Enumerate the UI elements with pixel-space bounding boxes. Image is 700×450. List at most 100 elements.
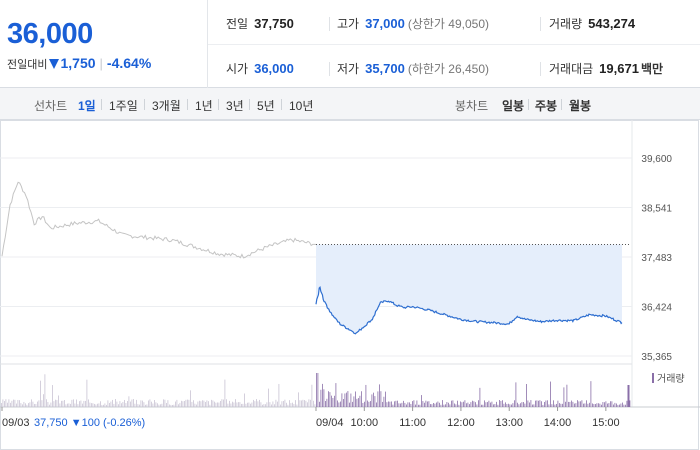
tab-5y[interactable]: 5년 <box>257 99 275 113</box>
volume-bar <box>389 401 391 407</box>
volume-bar <box>185 399 187 407</box>
x-tick-label: 12:00 <box>447 417 475 429</box>
volume-bar <box>176 399 178 407</box>
volume-bar <box>116 401 118 407</box>
volume-bar <box>226 399 227 407</box>
volume-bar <box>112 399 113 407</box>
volume-bar <box>385 391 386 407</box>
volume-bar <box>55 399 56 407</box>
volume-bar <box>163 399 164 407</box>
volume-bar <box>130 401 131 407</box>
volume-bar <box>323 389 325 407</box>
volume-bar <box>67 403 68 407</box>
volume-bar <box>430 404 431 407</box>
tab-weekly[interactable]: 주봉 <box>535 99 558 113</box>
volume-bar <box>272 401 274 407</box>
volume-bar <box>293 404 295 407</box>
volume-legend-swatch <box>652 373 654 383</box>
volume-bar <box>16 403 17 407</box>
volume-bar <box>362 402 364 407</box>
volume-bar <box>212 400 214 407</box>
volume-bar <box>335 383 337 407</box>
tab-3m[interactable]: 3개월 <box>152 99 181 113</box>
volume-bar <box>547 400 548 407</box>
volume-bar <box>209 404 211 407</box>
divider <box>540 17 541 31</box>
volume-bar <box>59 403 61 407</box>
volume-bar <box>503 403 505 407</box>
volume-bar <box>373 392 374 407</box>
amount-label: 거래대금 <box>549 62 594 76</box>
volume-bar <box>26 404 28 407</box>
volume-bar <box>167 400 169 407</box>
volume-bar <box>188 399 190 407</box>
volume-bar <box>34 403 35 407</box>
volume-bar <box>263 404 265 407</box>
volume-bar <box>266 402 268 407</box>
volume-bar <box>380 391 382 407</box>
volume-bar <box>50 402 52 407</box>
volume-bar <box>100 401 101 407</box>
volume-bar <box>485 402 487 407</box>
tab-1y[interactable]: 1년 <box>195 99 213 113</box>
tab-3y[interactable]: 3년 <box>226 99 244 113</box>
volume-bar <box>598 403 599 407</box>
volume-bar <box>565 401 566 407</box>
volume-bar <box>260 402 262 407</box>
y-tick-label: 36,424 <box>641 303 672 314</box>
volume-bar <box>166 402 167 407</box>
volume-bar <box>47 402 49 407</box>
volume-bar <box>358 398 359 407</box>
volume-bar <box>508 403 509 407</box>
volume-bar <box>7 402 8 407</box>
volume-bar <box>553 400 554 407</box>
volume-bar <box>160 404 161 407</box>
tab-1w[interactable]: 1주일 <box>109 99 138 113</box>
volume-bar <box>73 399 74 407</box>
volume-bar <box>155 402 157 407</box>
volume-bar <box>251 402 253 407</box>
volume-bar <box>115 399 116 407</box>
volume-bar <box>70 403 71 407</box>
tab-1d[interactable]: 1일 <box>78 99 96 113</box>
volume-bar <box>589 402 590 407</box>
volume-bar <box>83 400 85 407</box>
volume-bar <box>41 400 43 407</box>
volume-bar <box>292 402 293 407</box>
volume-bar <box>409 402 410 407</box>
volume-bar <box>10 402 11 407</box>
volume-bar <box>137 404 139 407</box>
tab-monthly[interactable]: 월봉 <box>569 99 592 113</box>
volume-bar <box>82 403 83 407</box>
volume-bar <box>562 403 563 407</box>
tab-10y[interactable]: 10년 <box>289 99 314 113</box>
volume-bar <box>488 400 490 407</box>
volume-bar <box>299 400 301 407</box>
volume-bar <box>328 391 329 407</box>
volume-bar <box>613 404 614 407</box>
volume-bar <box>77 404 79 407</box>
volume-bar <box>139 404 140 407</box>
volume-bar <box>32 401 34 407</box>
volume-bar <box>295 400 296 407</box>
price-box: 36,000 전일대비 1,750 | -4.64% <box>0 0 208 88</box>
volume-bar <box>586 400 587 407</box>
tab-daily[interactable]: 일봉 <box>502 99 525 113</box>
divider <box>329 62 330 76</box>
prev-close-label: 전일 <box>226 17 249 31</box>
volume-bar <box>199 400 200 407</box>
volume-bar <box>412 401 413 407</box>
volume-bar <box>277 401 278 407</box>
line-chart-label: 선차트 <box>34 99 68 113</box>
volume-bar <box>580 401 581 407</box>
volume-bar <box>527 400 529 407</box>
volume-bar <box>623 404 625 407</box>
volume-bar <box>593 404 595 407</box>
volume-bar <box>436 402 437 407</box>
high: 고가 37,000 (상한가 49,050) <box>337 15 489 32</box>
volume-bar <box>599 403 601 407</box>
volume-bar <box>200 401 202 407</box>
volume-bar <box>448 402 449 407</box>
volume-bar <box>509 404 511 407</box>
volume-bar <box>532 404 533 407</box>
